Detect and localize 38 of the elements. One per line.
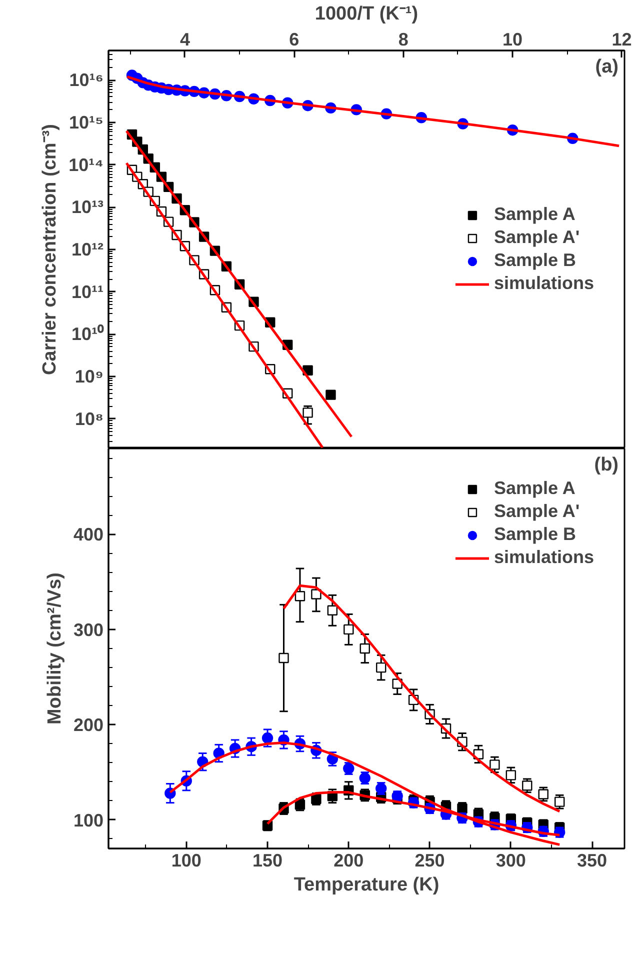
y-axis-title: Carrier concentration (cm⁻³)	[40, 124, 61, 375]
x-tick-label: 100	[171, 850, 202, 870]
y-tick-label: 300	[73, 620, 104, 640]
x-tick-label: 4	[180, 30, 190, 50]
legend-label: Sample A'	[494, 227, 580, 248]
y-tick-label: 10¹⁵	[69, 112, 104, 132]
legend-label: Sample B	[494, 524, 576, 545]
legend-label: simulations	[494, 547, 594, 568]
x-axis-title: 1000/T (K⁻¹)	[314, 4, 418, 24]
x-tick-label: 10	[502, 30, 523, 50]
legend-label: Sample A'	[494, 501, 580, 522]
x-tick-label: 350	[577, 850, 608, 870]
y-tick-label: 400	[73, 524, 104, 545]
x-axis-title: Temperature (K)	[294, 874, 440, 896]
y-tick-label: 10¹⁴	[68, 154, 104, 175]
x-tick-label: 150	[252, 850, 283, 870]
x-tick-label: 8	[398, 30, 408, 50]
y-axis-title: Mobility (cm²/Vs)	[44, 572, 66, 725]
y-tick-label: 10⁹	[74, 366, 104, 387]
y-tick-label: 10¹¹	[71, 282, 104, 302]
y-tick-label: 10¹⁰	[71, 324, 104, 344]
y-tick-label: 10¹⁶	[69, 70, 104, 90]
x-tick-label: 200	[334, 850, 364, 870]
legend-label: Sample A	[494, 478, 576, 499]
legend-label: simulations	[494, 273, 594, 294]
x-tick-label: 250	[414, 850, 445, 870]
y-tick-label: 100	[73, 810, 104, 830]
y-tick-label: 10¹³	[71, 197, 104, 218]
y-tick-label: 200	[73, 715, 104, 736]
y-tick-label: 10⁸	[74, 408, 104, 429]
x-tick-label: 6	[289, 30, 300, 50]
legend-label: Sample A	[494, 204, 576, 225]
x-tick-label: 12	[612, 30, 632, 50]
annotation: (a)	[595, 56, 619, 78]
y-tick-label: 10¹²	[71, 240, 104, 260]
legend-label: Sample B	[494, 250, 576, 271]
annotation: (b)	[594, 454, 619, 476]
x-tick-label: 300	[496, 850, 526, 870]
